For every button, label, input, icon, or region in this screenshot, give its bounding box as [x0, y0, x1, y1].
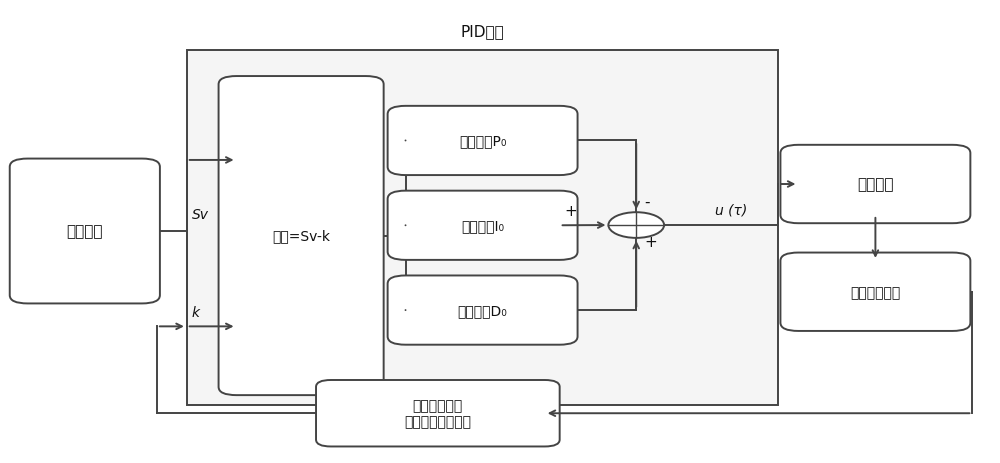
Text: 微分控制D₀: 微分控制D₀: [458, 303, 507, 318]
Text: Sv: Sv: [192, 207, 209, 221]
Text: u (τ): u (τ): [715, 203, 747, 217]
Text: 偏差=Sv-k: 偏差=Sv-k: [272, 229, 330, 243]
FancyBboxPatch shape: [219, 77, 384, 395]
Text: k: k: [192, 306, 200, 320]
Bar: [187, 51, 778, 405]
Text: 比例控制P₀: 比例控制P₀: [459, 134, 506, 148]
Text: PID算法: PID算法: [461, 25, 504, 39]
FancyBboxPatch shape: [780, 145, 970, 224]
FancyBboxPatch shape: [10, 159, 160, 304]
Text: 控制信号: 控制信号: [67, 224, 103, 239]
Text: -: -: [644, 194, 650, 209]
Text: 积分控制I₀: 积分控制I₀: [461, 219, 504, 233]
Text: +: +: [565, 204, 577, 219]
FancyBboxPatch shape: [780, 253, 970, 331]
Text: 信号采集模块
（平台运动监控）: 信号采集模块 （平台运动监控）: [404, 398, 471, 428]
FancyBboxPatch shape: [388, 276, 578, 345]
Text: 俺服电缸: 俺服电缸: [857, 177, 894, 192]
FancyBboxPatch shape: [388, 191, 578, 260]
FancyBboxPatch shape: [316, 380, 560, 446]
Text: +: +: [644, 235, 657, 250]
Text: 六自由度平台: 六自由度平台: [850, 285, 901, 299]
Circle shape: [608, 213, 664, 238]
FancyBboxPatch shape: [388, 106, 578, 175]
